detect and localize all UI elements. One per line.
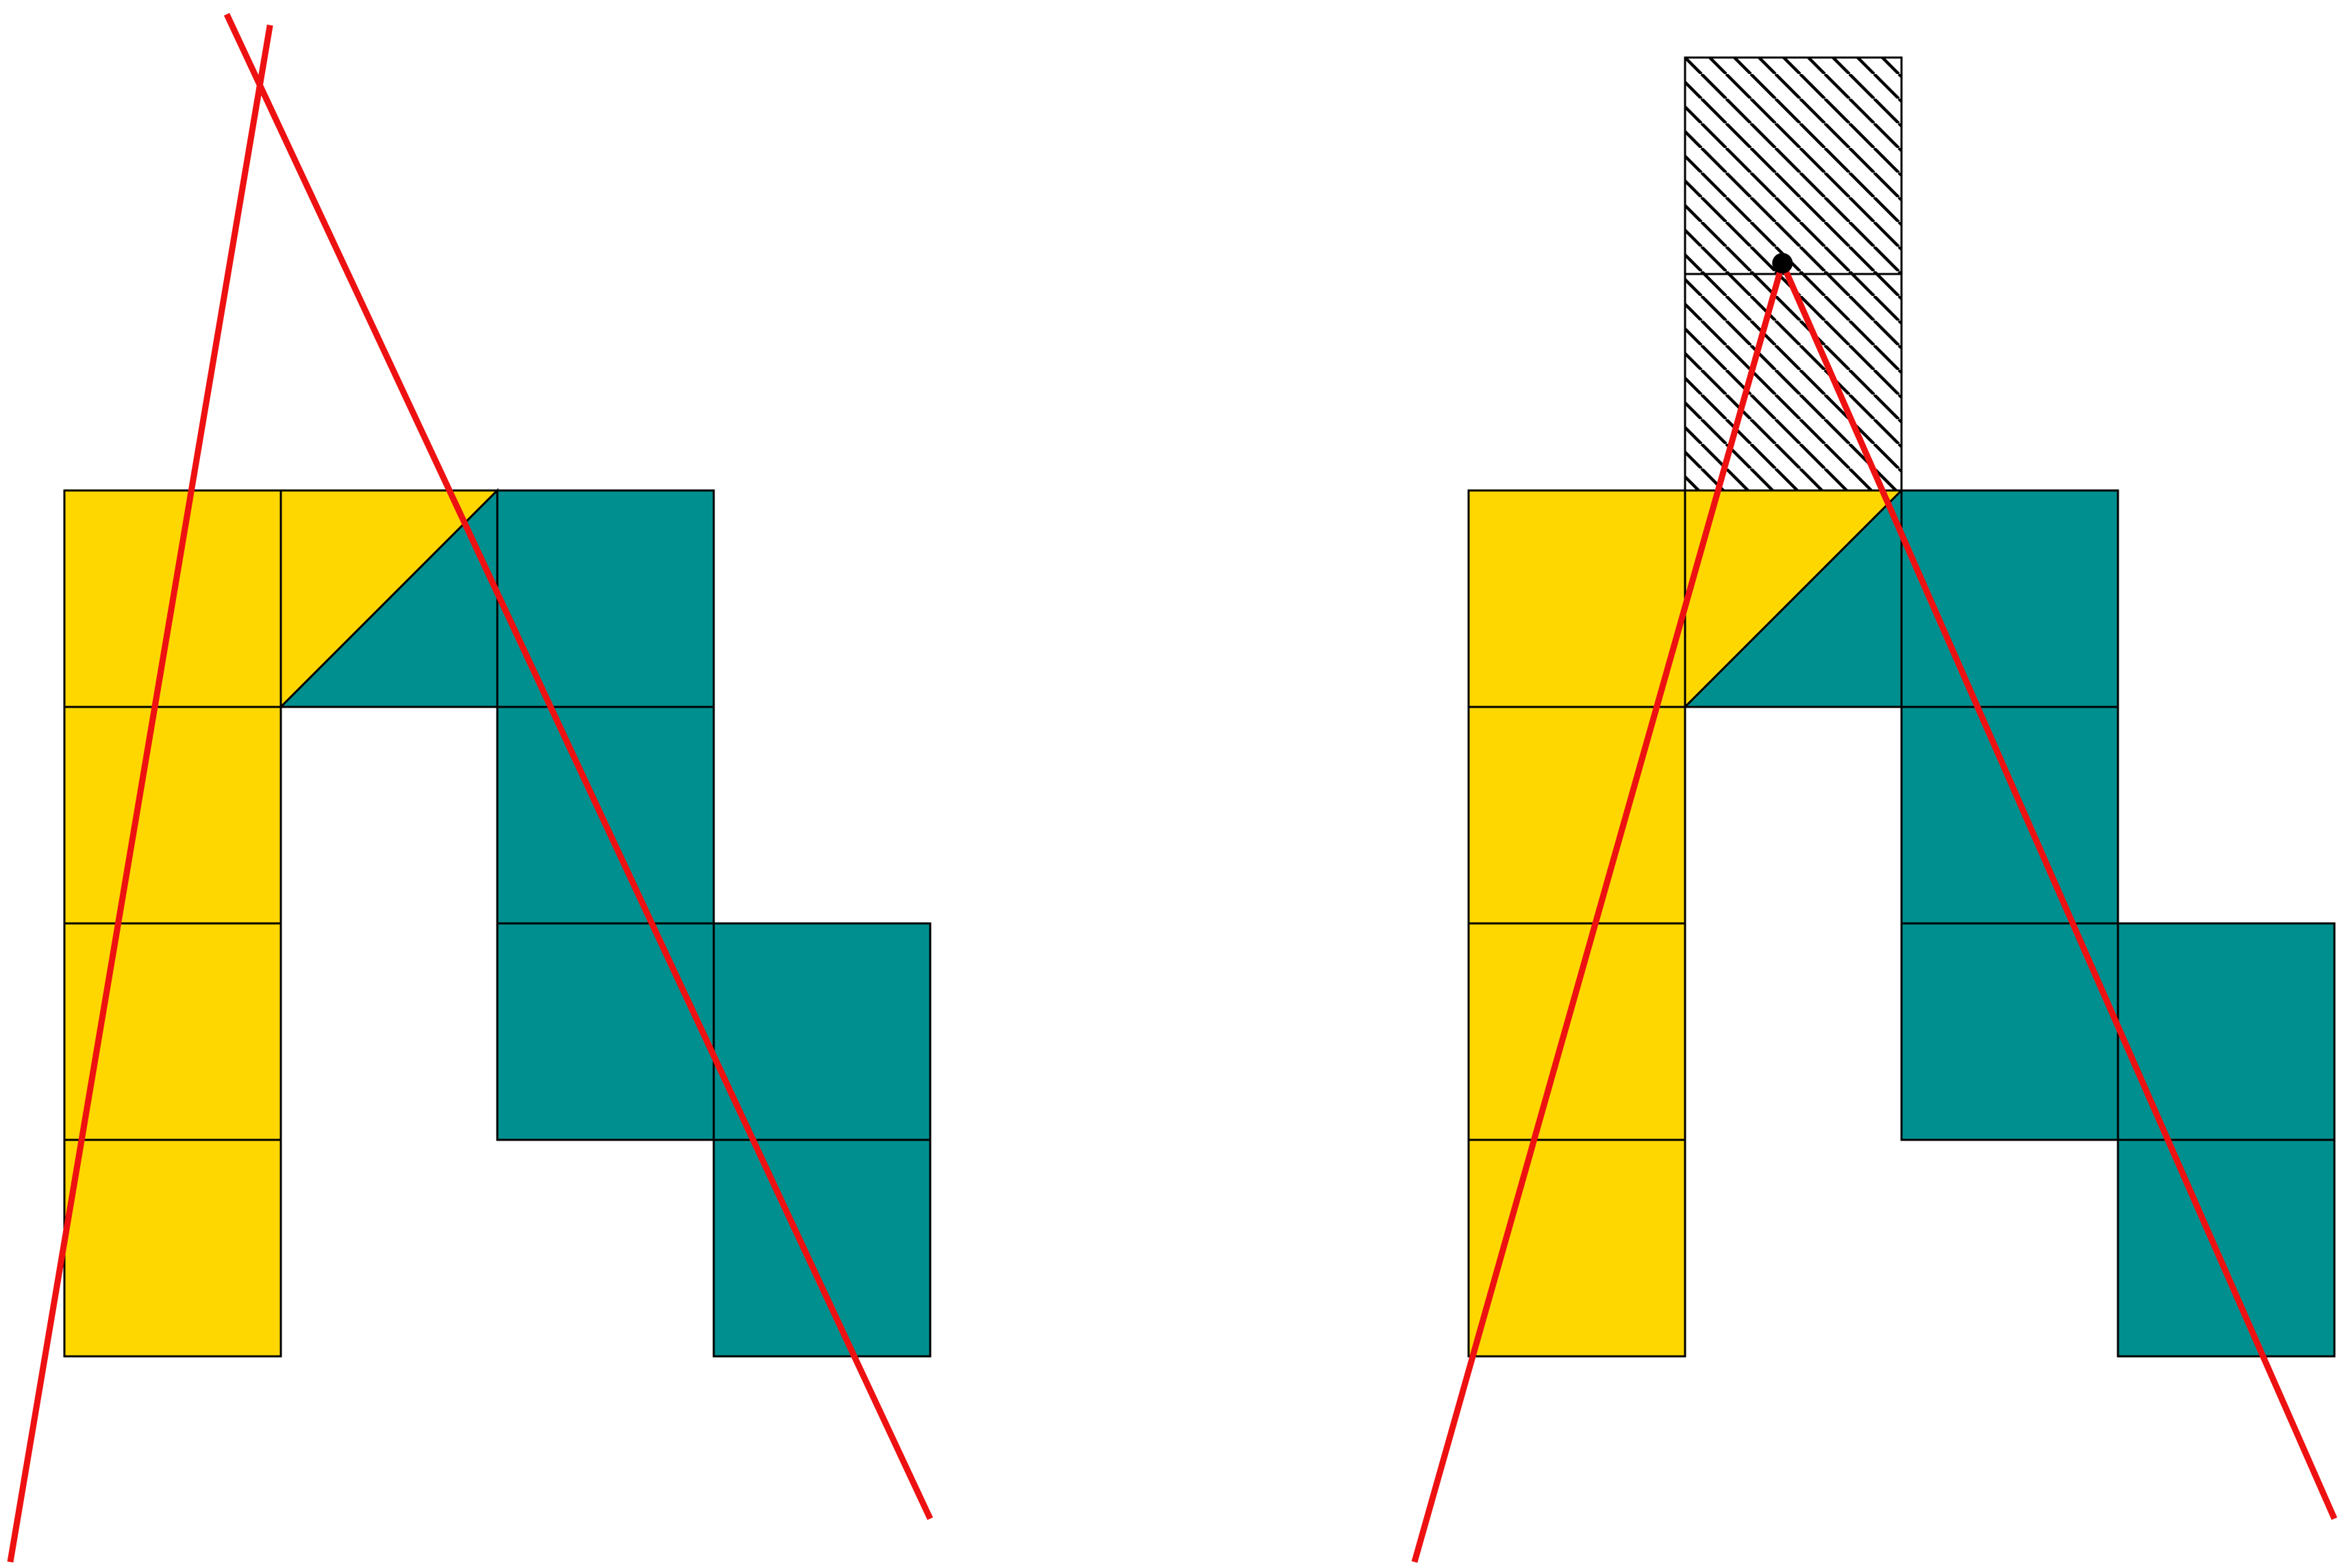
- hatched-square: [1684, 56, 1903, 275]
- left-figure: [7, 12, 934, 1563]
- red-line-2: [1780, 262, 2338, 1520]
- red-line-1: [7, 24, 273, 1563]
- red-line-2: [223, 12, 934, 1520]
- teal-square: [1900, 489, 2119, 708]
- teal-square: [2117, 1138, 2336, 1358]
- teal-square: [712, 1138, 932, 1358]
- teal-square: [496, 489, 715, 708]
- teal-square: [1900, 922, 2119, 1141]
- yellow-square: [63, 1138, 282, 1358]
- yellow-square: [1467, 1138, 1686, 1358]
- hatched-square: [1684, 273, 1903, 492]
- yellow-square: [63, 706, 282, 925]
- apex-dot: [1772, 253, 1793, 274]
- yellow-square: [1467, 489, 1686, 708]
- teal-square: [712, 922, 932, 1141]
- yellow-square: [1467, 706, 1686, 925]
- yellow-square: [1467, 922, 1686, 1141]
- teal-square: [496, 706, 715, 925]
- teal-triangle: [1682, 488, 1903, 708]
- red-line-1: [1411, 262, 1786, 1563]
- teal-square: [496, 922, 715, 1141]
- teal-square: [1900, 706, 2119, 925]
- right-figure: [1411, 56, 2338, 1563]
